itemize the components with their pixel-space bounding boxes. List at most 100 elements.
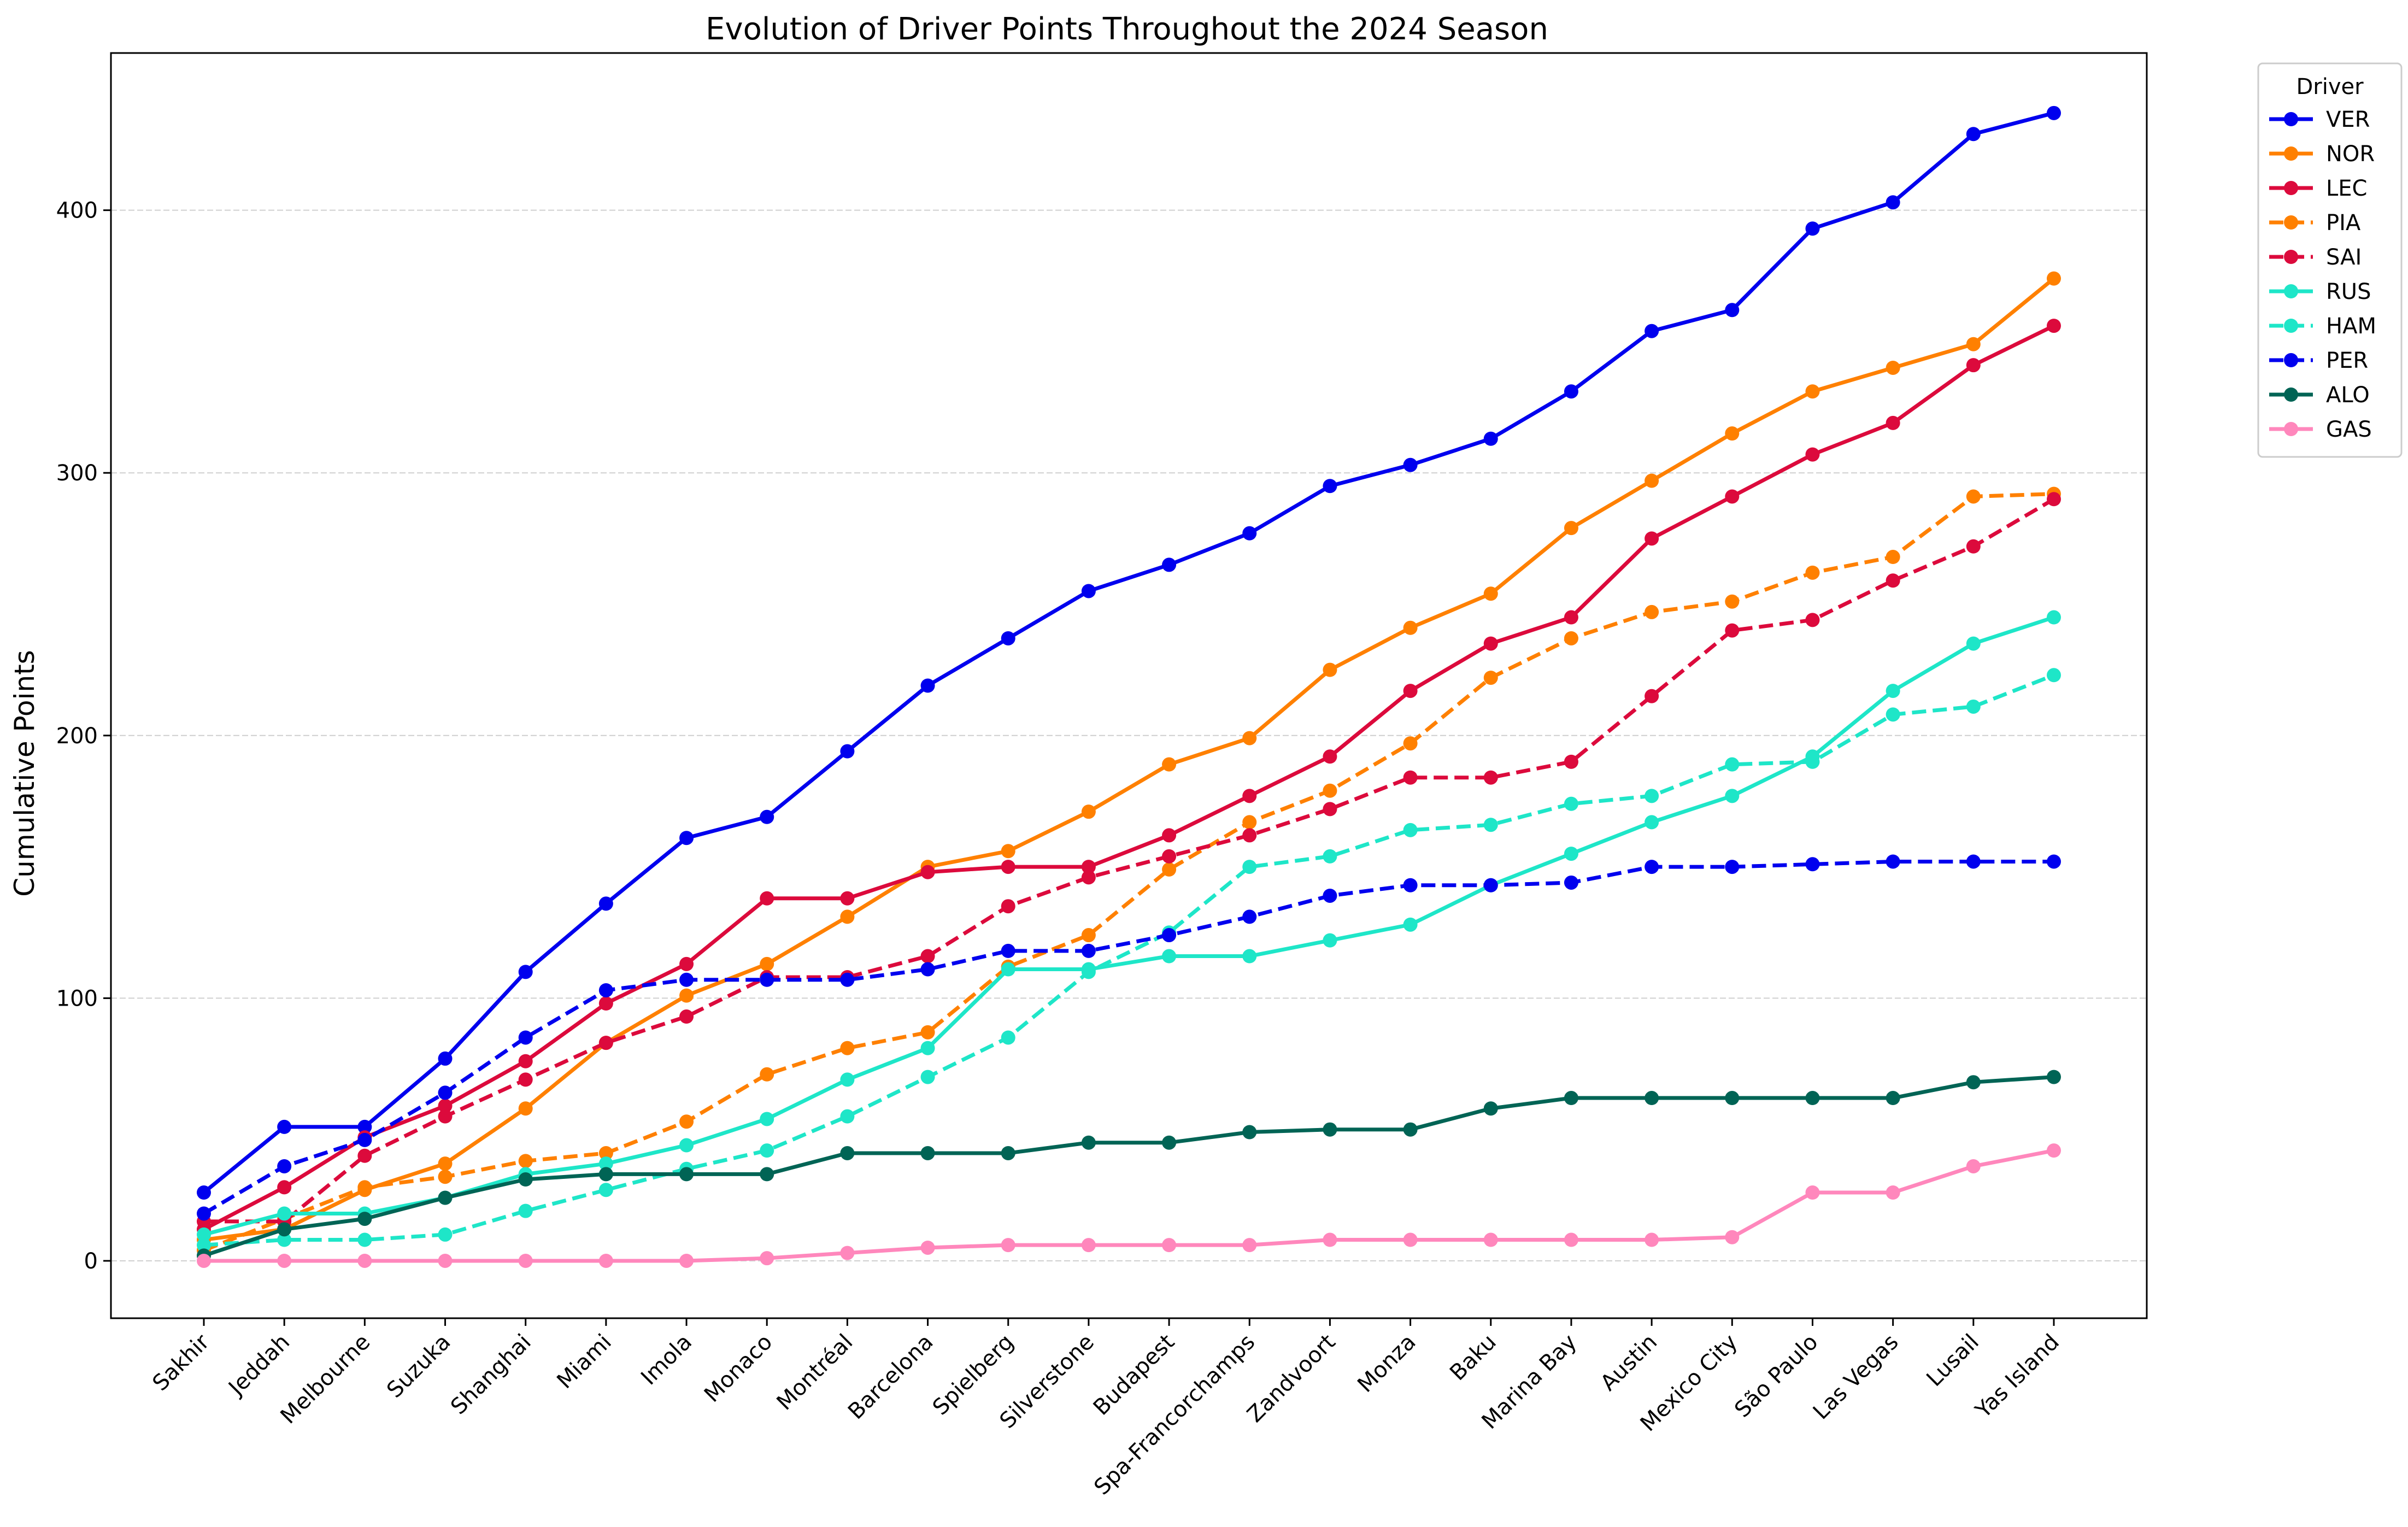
data-point-ham [760,1143,774,1158]
data-point-ham [1001,1030,1015,1045]
data-point-sai [1483,770,1498,785]
series-ver [197,105,2061,1200]
chart-title: Evolution of Driver Points Throughout th… [706,11,1548,47]
data-point-ver [1483,431,1498,446]
data-point-nor [518,1101,533,1116]
legend-swatch-marker [2284,181,2298,195]
data-point-sai [679,1009,694,1024]
data-point-pia [1966,489,1981,504]
data-point-per [1162,928,1177,943]
data-point-nor [1001,844,1015,859]
data-point-ver [1001,631,1015,645]
legend-entry-lec: LEC [2269,176,2368,201]
data-point-rus [1162,949,1177,964]
data-point-gas [598,1253,613,1268]
data-point-gas [1805,1185,1820,1200]
legend-entry-nor: NOR [2269,142,2375,167]
data-point-rus [1403,917,1418,932]
data-point-ham [1886,707,1900,722]
data-point-alo [679,1167,694,1182]
data-point-pia [1886,550,1900,565]
legend-label: LEC [2326,176,2368,201]
series-line-ver [202,111,2054,1194]
data-point-per [1242,909,1257,924]
data-point-gas [1323,1232,1337,1247]
data-point-per [357,1132,372,1147]
data-point-pia [518,1154,533,1168]
data-point-sai [1645,689,1659,703]
data-point-gas [1081,1238,1096,1253]
data-point-ver [1564,384,1578,399]
data-point-per [1805,857,1820,872]
data-point-alo [1725,1091,1740,1106]
data-point-gas [277,1253,292,1268]
series-lines [197,105,2061,1268]
data-point-ver [920,678,935,693]
legend-swatch-marker [2284,215,2298,230]
data-point-ham [357,1232,372,1247]
data-point-alo [920,1146,935,1160]
data-point-sai [1001,899,1015,914]
series-line-rus [203,615,2055,1237]
data-point-lec [1805,447,1820,462]
data-point-alo [598,1167,613,1182]
data-point-pia [760,1067,774,1082]
data-point-gas [197,1253,211,1268]
data-point-ver [1403,457,1418,472]
data-point-alo [1081,1135,1096,1150]
data-point-ham [1966,699,1981,714]
data-point-gas [1483,1232,1498,1247]
data-point-gas [438,1253,453,1268]
data-point-ver [518,965,533,979]
data-point-lec [760,891,774,906]
data-point-ver [2047,105,2061,120]
data-point-per [920,962,935,977]
data-point-alo [1805,1091,1820,1106]
data-point-alo [1001,1146,1015,1160]
data-point-nor [438,1156,453,1171]
series-line-gas [204,1148,2054,1263]
data-point-ham [1323,849,1337,864]
series-ham [197,668,2061,1253]
legend-title: Driver [2296,74,2364,99]
data-point-per [760,972,774,987]
plot-frame [110,52,2148,1319]
data-point-alo [1162,1135,1177,1150]
data-point-per [277,1159,292,1173]
series-line-nor [203,277,2055,1242]
data-point-ham [1564,796,1578,811]
data-point-sai [920,949,935,964]
legend: Driver VER NOR LEC PIA SAI RUS HAM PER ALO GAS [2257,62,2403,458]
data-point-ver [1805,221,1820,236]
data-point-rus [1564,847,1578,861]
data-point-ham [1725,757,1740,772]
data-point-nor [1403,620,1418,635]
legend-swatch-marker [2284,387,2298,402]
data-point-lec [277,1180,292,1195]
legend-entry-alo: ALO [2269,383,2370,408]
data-point-sai [1081,870,1096,885]
data-point-pia [1162,862,1177,877]
data-point-gas [2047,1143,2061,1158]
data-point-ver [1886,195,1900,210]
data-point-rus [197,1227,211,1242]
data-point-nor [1564,521,1578,536]
data-point-pia [840,1041,855,1055]
data-point-pia [598,1146,613,1160]
data-point-per [1645,860,1659,874]
data-point-nor [679,988,694,1003]
data-point-ham [920,1070,935,1084]
data-point-pia [1403,736,1418,751]
series-line-lec [203,324,2055,1231]
data-point-alo [438,1190,453,1205]
data-point-per [1483,878,1498,892]
data-point-gas [1001,1238,1015,1253]
data-point-per [2047,854,2061,869]
series-line-per [203,859,2054,1215]
data-point-rus [1966,636,1981,651]
data-point-sai [1564,754,1578,769]
series-pia [197,486,2061,1258]
data-point-ver [760,809,774,824]
data-point-ver [438,1051,453,1066]
data-point-sai [357,1148,372,1163]
